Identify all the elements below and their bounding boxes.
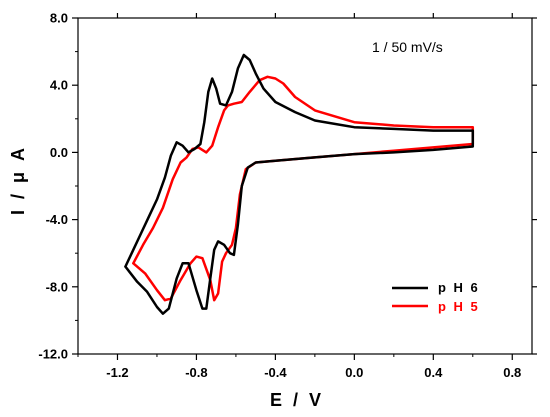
y-tick-label: 8.0: [50, 11, 68, 26]
y-axis-title: I / μ A: [8, 145, 28, 215]
x-tick-label: 0.4: [424, 365, 443, 380]
axis-tick-labels: -1.2 -0.8 -0.4 0.0 0.4 0.8 8.0 4.0 0.0 -4.0 -8.0 -1…: [38, 11, 521, 381]
x-tick-label: 0.0: [345, 365, 363, 380]
x-tick-label: -0.8: [185, 365, 207, 380]
y-tick-label: 4.0: [50, 78, 68, 93]
series-line-ph5: [132, 75, 475, 302]
x-tick-label: -0.4: [264, 365, 287, 380]
y-tick-label: -12.0: [38, 347, 68, 362]
y-tick-label: -8.0: [46, 279, 68, 294]
y-tick-label: 0.0: [50, 145, 68, 160]
series-layer: [124, 53, 475, 315]
scan-annotation: 1 / 50 mV/s: [372, 39, 443, 55]
legend-label-ph5: p H 5: [438, 299, 480, 314]
legend-label-ph6: p H 6: [438, 280, 480, 295]
axis-ticks: [72, 13, 537, 360]
x-tick-label: 0.8: [503, 365, 521, 380]
series-line-ph6: [124, 53, 475, 315]
x-tick-label: -1.2: [106, 365, 128, 380]
y-tick-label: -4.0: [46, 212, 68, 227]
x-axis-title: E / V: [270, 390, 324, 410]
legend: p H 6 p H 5: [392, 280, 480, 314]
